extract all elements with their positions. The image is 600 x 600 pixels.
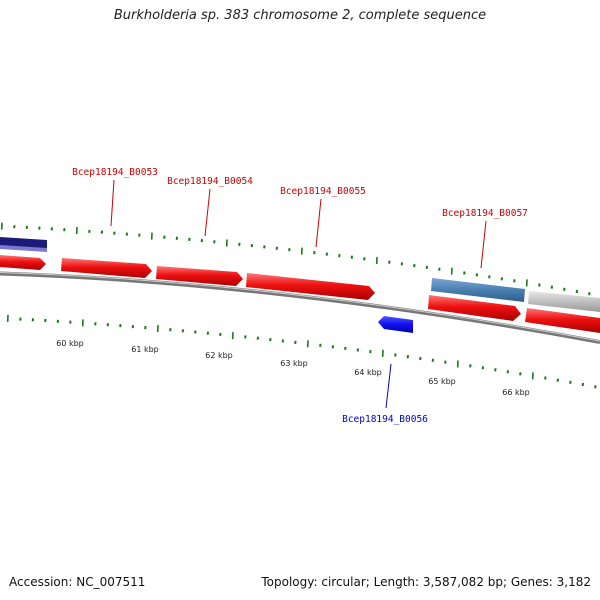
ruler-label: 63 kbp	[280, 359, 308, 368]
gene-arrow-forward[interactable]	[525, 308, 600, 333]
ruler-label: 65 kbp	[428, 377, 456, 386]
accession-text: Accession: NC_007511	[9, 575, 146, 589]
gene-label[interactable]: Bcep18194_B0056	[342, 414, 428, 425]
leader-line	[385, 363, 392, 409]
feature-gray[interactable]	[528, 291, 600, 312]
feature-dark-blue-light	[0, 245, 47, 252]
feature-track-upper	[0, 237, 600, 312]
sequence-summary: Topology: circular; Length: 3,587,082 bp…	[261, 575, 591, 589]
ruler-label: 62 kbp	[205, 351, 233, 360]
ruler-label: 64 kbp	[354, 368, 382, 377]
leader-line	[110, 179, 115, 227]
genome-backbone	[0, 271, 600, 344]
map-title: Burkholderia sp. 383 chromosome 2, compl…	[113, 8, 487, 23]
leader-line	[480, 220, 487, 269]
ruler-ticks-lower	[6, 314, 597, 389]
gene-arrow-forward[interactable]	[246, 273, 375, 300]
leader-line	[204, 188, 211, 237]
gene-arrow-forward[interactable]	[0, 255, 46, 270]
gene-label[interactable]: Bcep18194_B0053	[72, 167, 158, 178]
ruler-ticks-upper	[0, 222, 591, 296]
leader-line	[315, 198, 322, 248]
gene-arrow-forward[interactable]	[156, 266, 243, 286]
ruler-label: 66 kbp	[502, 388, 530, 397]
gene-arrow-reverse[interactable]	[378, 316, 413, 333]
gene-label[interactable]: Bcep18194_B0054	[167, 176, 253, 187]
ruler-label: 61 kbp	[131, 345, 159, 354]
gene-label[interactable]: Bcep18194_B0055	[280, 186, 366, 197]
forward-gene-track	[0, 255, 600, 333]
label-leaders	[110, 179, 487, 409]
ruler-label: 60 kbp	[56, 339, 84, 348]
gene-arrow-forward[interactable]	[61, 258, 152, 278]
genome-backbone-highlight	[0, 272, 600, 342]
gene-label[interactable]: Bcep18194_B0057	[442, 208, 528, 219]
gene-arrow-forward[interactable]	[428, 295, 521, 321]
feature-steel-blue[interactable]	[431, 278, 525, 302]
